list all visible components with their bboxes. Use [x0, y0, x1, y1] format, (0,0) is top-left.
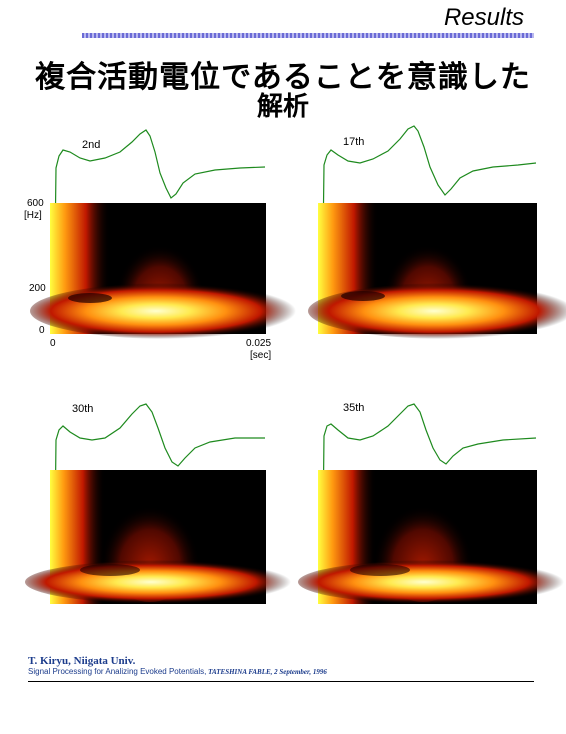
footer-talk-line: Signal Processing for Analizing Evoked P… — [28, 667, 327, 676]
x-tick-0025: 0.025 — [246, 338, 272, 349]
header-results-word: Results — [443, 4, 524, 31]
footer-event: TATESHINA FABLE, 2 September, 1996 — [206, 668, 327, 676]
x-tick-0: 0 — [50, 338, 56, 349]
waveform-panel-35th — [322, 403, 537, 527]
slide-title-line2: 解析 — [256, 92, 309, 122]
y-unit-hz: [Hz] — [24, 210, 42, 221]
panel-label-30th: 30th — [72, 403, 94, 415]
x-unit-sec: [sec] — [250, 350, 272, 361]
spectrogram-panel-35th — [298, 470, 566, 604]
waveform-panel-17th — [322, 125, 537, 246]
footer-rule — [28, 681, 534, 682]
panel-label-2nd: 2nd — [82, 139, 101, 151]
waveform-panel-30th — [54, 403, 265, 529]
y-tick-0: 0 — [39, 325, 45, 336]
waveform-panel-2nd — [54, 129, 266, 249]
spectrogram-panel-17th — [308, 203, 566, 339]
spectrogram-panel-2nd — [30, 203, 310, 339]
header-rule — [82, 33, 534, 38]
footer-author: T. Kiryu, Niigata Univ. — [28, 655, 136, 667]
slide-title-line1: 複合活動電位であることを意識した — [35, 60, 531, 95]
footer-talk-title: Signal Processing for Analizing Evoked P… — [28, 667, 207, 676]
panel-label-17th: 17th — [343, 136, 365, 148]
y-tick-600: 600 — [27, 198, 44, 209]
panel-label-35th: 35th — [343, 402, 365, 414]
spectrogram-panel-30th — [25, 470, 305, 604]
y-tick-200: 200 — [29, 283, 46, 294]
